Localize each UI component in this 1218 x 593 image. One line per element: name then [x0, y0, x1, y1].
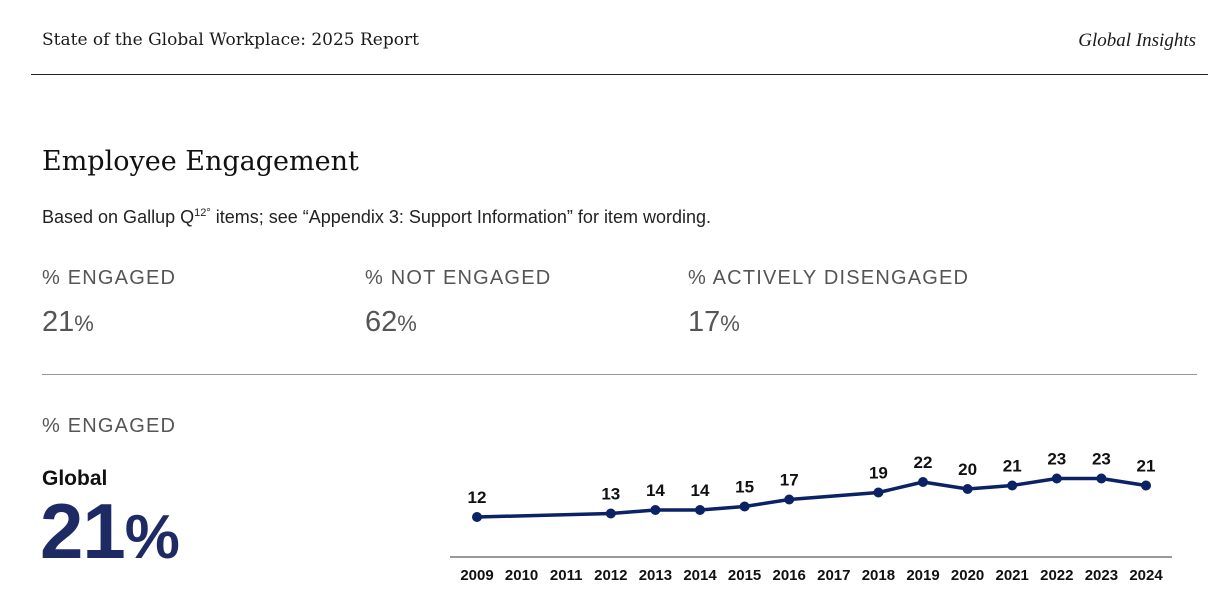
metric-not-engaged-number: 62	[365, 306, 398, 338]
x-tick-label-2020: 2020	[951, 567, 984, 584]
data-label-2022: 23	[1047, 450, 1066, 469]
data-label-2012: 13	[601, 485, 620, 504]
x-tick-label-2015: 2015	[728, 567, 761, 584]
data-point-2024	[1141, 480, 1151, 491]
x-tick-label-2013: 2013	[639, 567, 672, 584]
data-label-2014: 14	[691, 481, 710, 500]
data-label-2020: 20	[958, 460, 977, 479]
data-label-2021: 21	[1003, 457, 1022, 476]
x-tick-label-2018: 2018	[862, 567, 895, 584]
metric-actively-disengaged-label: % ACTIVELY DISENGAGED	[688, 267, 970, 289]
x-tick-label-2016: 2016	[773, 567, 806, 584]
data-point-2016	[784, 494, 795, 505]
data-point-2015	[739, 501, 750, 512]
report-title: State of the Global Workplace: 2025 Repo…	[42, 30, 419, 50]
data-label-2018: 19	[869, 464, 888, 483]
metric-actively-disengaged-unit: %	[720, 311, 740, 336]
headline-number: 21	[40, 487, 126, 575]
data-label-2013: 14	[646, 481, 665, 500]
x-tick-label-2021: 2021	[996, 567, 1029, 584]
data-label-2023: 23	[1092, 450, 1111, 469]
data-label-2024: 21	[1137, 457, 1156, 476]
trend-line-layer	[475, 476, 1148, 519]
subtitle-superscript: 12°	[194, 207, 211, 219]
x-tick-label-2009: 2009	[460, 567, 493, 584]
data-point-2020	[962, 484, 973, 494]
data-point-2019	[918, 477, 928, 487]
x-tick-label-2023: 2023	[1085, 567, 1118, 584]
data-label-2009: 12	[468, 488, 487, 507]
headline-value: 21%	[40, 492, 180, 572]
series-line-0	[475, 476, 1148, 519]
data-label-2015: 15	[735, 478, 754, 497]
data-label-2016: 17	[780, 471, 799, 490]
data-point-2023	[1096, 473, 1107, 484]
data-point-2014	[695, 505, 705, 515]
region-name: Global	[42, 467, 108, 490]
data-labels-layer: 12 13 14 14 15 17 19 22 20 21 23 23 21	[468, 450, 1156, 508]
x-tick-label-2011: 2011	[550, 567, 583, 584]
metric-not-engaged-unit: %	[397, 311, 417, 336]
metric-actively-disengaged-number: 17	[688, 306, 721, 338]
data-point-2021	[1007, 480, 1018, 491]
data-label-2019: 22	[914, 453, 933, 472]
x-tick-labels-layer: 2009 2010 2011 2012 2013 2014 2015 2016 2017 2018…	[460, 567, 1163, 584]
data-point-2012	[605, 508, 616, 519]
metric-engaged-value: 21%	[42, 306, 94, 339]
x-tick-label-2017: 2017	[817, 567, 850, 584]
subtitle-text-end: items; see “Appendix 3: Support Informat…	[210, 207, 711, 227]
x-tick-label-2024: 2024	[1129, 567, 1163, 584]
metric-not-engaged-label: % NOT ENGAGED	[365, 267, 552, 289]
brand-name: Global Insights	[1078, 30, 1196, 51]
section-title: Employee Engagement	[42, 146, 359, 177]
metric-actively-disengaged-value: 17%	[688, 306, 740, 339]
x-tick-label-2010: 2010	[505, 567, 538, 584]
x-tick-label-2022: 2022	[1040, 567, 1073, 584]
x-tick-label-2012: 2012	[594, 567, 627, 584]
headline-unit: %	[124, 503, 180, 572]
section-subtitle: Based on Gallup Q12° items; see “Appendi…	[42, 207, 711, 228]
x-tick-label-2019: 2019	[906, 567, 939, 584]
metric-engaged-label: % ENGAGED	[42, 267, 177, 289]
subtitle-text-start: Based on Gallup Q	[42, 207, 195, 227]
data-point-2018	[873, 487, 884, 498]
trend-points-layer	[472, 473, 1151, 522]
metric-not-engaged-value: 62%	[365, 306, 417, 339]
x-tick-label-2014: 2014	[683, 567, 717, 584]
metric-engaged-unit: %	[74, 311, 94, 336]
trend-label: % ENGAGED	[42, 415, 177, 437]
data-point-2009	[472, 512, 482, 522]
data-point-2013	[650, 505, 661, 515]
data-point-2022	[1051, 473, 1062, 484]
metric-engaged-number: 21	[42, 306, 75, 338]
header-divider	[31, 74, 1208, 75]
section-divider	[42, 374, 1197, 375]
